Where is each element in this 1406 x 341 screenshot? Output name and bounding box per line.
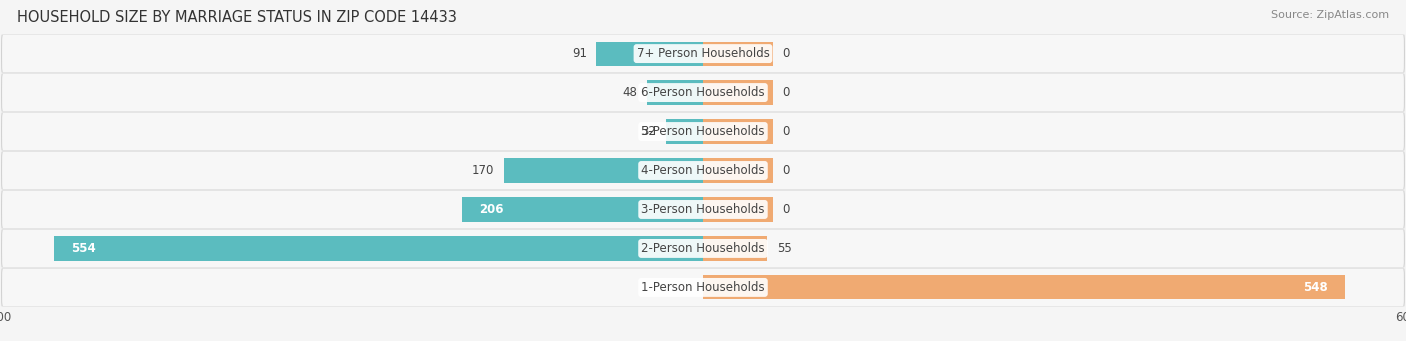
- Bar: [647, 80, 703, 105]
- FancyBboxPatch shape: [3, 230, 1403, 267]
- Text: 55: 55: [778, 242, 792, 255]
- FancyBboxPatch shape: [1, 152, 1405, 189]
- FancyBboxPatch shape: [1, 229, 1405, 267]
- Text: 6-Person Households: 6-Person Households: [641, 86, 765, 99]
- FancyBboxPatch shape: [1, 113, 1405, 150]
- Bar: [703, 236, 768, 261]
- FancyBboxPatch shape: [3, 113, 1403, 150]
- FancyBboxPatch shape: [3, 113, 1403, 150]
- FancyBboxPatch shape: [1, 191, 1405, 228]
- Text: 548: 548: [1303, 281, 1327, 294]
- FancyBboxPatch shape: [3, 152, 1403, 189]
- Text: 0: 0: [783, 125, 790, 138]
- Text: 2-Person Households: 2-Person Households: [641, 242, 765, 255]
- FancyBboxPatch shape: [3, 269, 1403, 306]
- Bar: [503, 159, 703, 182]
- FancyBboxPatch shape: [3, 74, 1403, 111]
- Text: 0: 0: [783, 86, 790, 99]
- Bar: [703, 159, 773, 182]
- Text: 32: 32: [641, 125, 657, 138]
- FancyBboxPatch shape: [3, 74, 1403, 111]
- Bar: [703, 197, 773, 222]
- FancyBboxPatch shape: [1, 268, 1405, 306]
- FancyBboxPatch shape: [1, 74, 1405, 112]
- Text: 3-Person Households: 3-Person Households: [641, 203, 765, 216]
- Text: 170: 170: [472, 164, 495, 177]
- Bar: [703, 42, 773, 66]
- Text: 7+ Person Households: 7+ Person Households: [637, 47, 769, 60]
- Text: 1-Person Households: 1-Person Households: [641, 281, 765, 294]
- Text: 48: 48: [623, 86, 637, 99]
- Text: 91: 91: [572, 47, 588, 60]
- Bar: [53, 236, 703, 261]
- Bar: [703, 275, 1346, 299]
- Bar: [596, 42, 703, 66]
- FancyBboxPatch shape: [3, 191, 1403, 228]
- Text: 554: 554: [72, 242, 96, 255]
- Bar: [703, 80, 773, 105]
- FancyBboxPatch shape: [3, 269, 1403, 306]
- FancyBboxPatch shape: [3, 35, 1403, 72]
- Text: 5-Person Households: 5-Person Households: [641, 125, 765, 138]
- Text: 0: 0: [783, 47, 790, 60]
- Text: 4-Person Households: 4-Person Households: [641, 164, 765, 177]
- FancyBboxPatch shape: [3, 152, 1403, 189]
- Text: 206: 206: [479, 203, 503, 216]
- FancyBboxPatch shape: [3, 191, 1403, 228]
- Bar: [703, 119, 773, 144]
- Text: 0: 0: [783, 164, 790, 177]
- FancyBboxPatch shape: [3, 230, 1403, 267]
- Text: 0: 0: [783, 203, 790, 216]
- Text: Source: ZipAtlas.com: Source: ZipAtlas.com: [1271, 10, 1389, 20]
- Bar: [461, 197, 703, 222]
- Bar: [665, 119, 703, 144]
- FancyBboxPatch shape: [3, 35, 1403, 72]
- FancyBboxPatch shape: [1, 35, 1405, 73]
- Text: HOUSEHOLD SIZE BY MARRIAGE STATUS IN ZIP CODE 14433: HOUSEHOLD SIZE BY MARRIAGE STATUS IN ZIP…: [17, 10, 457, 25]
